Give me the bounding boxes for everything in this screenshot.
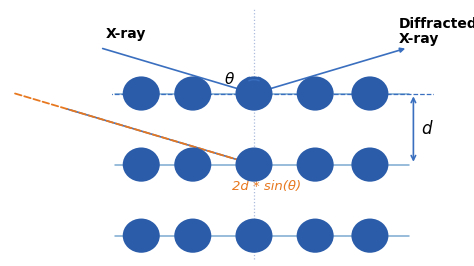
- Ellipse shape: [236, 76, 273, 111]
- Ellipse shape: [174, 147, 211, 182]
- Ellipse shape: [297, 147, 334, 182]
- Ellipse shape: [351, 76, 388, 111]
- Text: 2d * sin(θ): 2d * sin(θ): [232, 180, 301, 193]
- Ellipse shape: [123, 147, 160, 182]
- Ellipse shape: [297, 219, 334, 253]
- Ellipse shape: [236, 147, 273, 182]
- Ellipse shape: [236, 219, 273, 253]
- Ellipse shape: [297, 76, 334, 111]
- Ellipse shape: [123, 76, 160, 111]
- Text: Diffracted
X-ray: Diffracted X-ray: [399, 17, 474, 46]
- Ellipse shape: [351, 219, 388, 253]
- Ellipse shape: [174, 219, 211, 253]
- Text: θ: θ: [225, 72, 235, 86]
- Text: X-ray: X-ray: [106, 27, 146, 41]
- Ellipse shape: [351, 147, 388, 182]
- Ellipse shape: [123, 219, 160, 253]
- Text: d: d: [421, 120, 432, 138]
- Ellipse shape: [174, 76, 211, 111]
